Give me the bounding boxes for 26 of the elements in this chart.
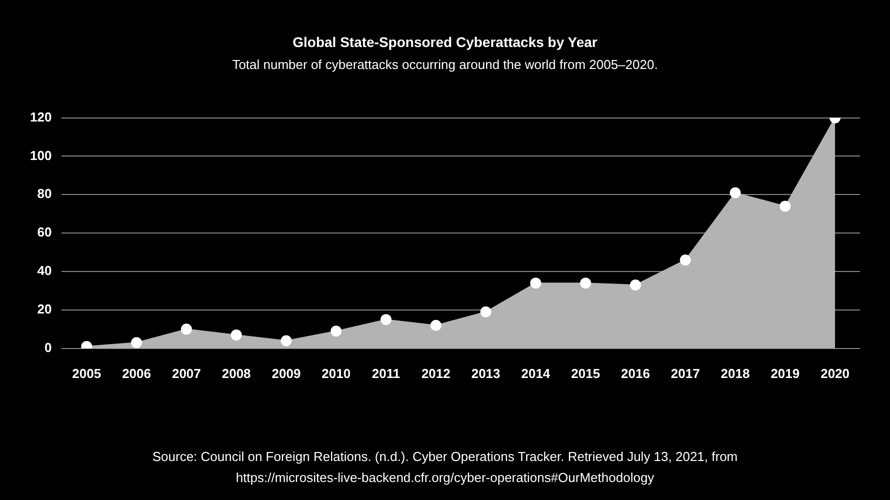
x-tick-label: 2015 [571, 366, 600, 381]
y-tick-label: 40 [37, 263, 52, 278]
x-tick-label: 2013 [471, 366, 500, 381]
chart-title: Global State-Sponsored Cyberattacks by Year [292, 34, 598, 50]
y-tick-label: 120 [30, 109, 52, 124]
chart-subtitle: Total number of cyberattacks occurring around the world from 2005–2020. [231, 57, 659, 72]
y-tick-label: 100 [30, 148, 52, 163]
x-tick-label: 2014 [521, 366, 551, 381]
x-tick-label: 2009 [272, 366, 301, 381]
x-tick-label: 2016 [621, 366, 650, 381]
x-tick-label: 2018 [720, 366, 750, 381]
x-tick-label: 2019 [770, 366, 800, 381]
x-tick-label: 2008 [222, 366, 251, 381]
y-tick-label: 60 [37, 224, 52, 240]
x-tick-label: 2007 [172, 366, 201, 381]
x-tick-label: 2020 [820, 366, 850, 381]
source-note: Source: Council on Foreign Relations. (n.d.). Cyber Operations Tracker. Retrieved July 13, 2021, from https://microsites-live-backend.cfr.org/cyber-operations#OurMethodology [151, 448, 739, 487]
x-tick-label: 2005 [72, 366, 102, 381]
x-tick-label: 2012 [421, 366, 450, 381]
x-tick-label: 2011 [372, 366, 400, 381]
x-tick-label: 2017 [670, 366, 700, 381]
x-tick-label: 2010 [322, 366, 351, 381]
y-tick-label: 20 [37, 302, 52, 317]
x-tick-label: 2006 [122, 366, 151, 381]
y-tick-label: 80 [37, 186, 52, 202]
y-tick-label: 0 [44, 340, 52, 355]
